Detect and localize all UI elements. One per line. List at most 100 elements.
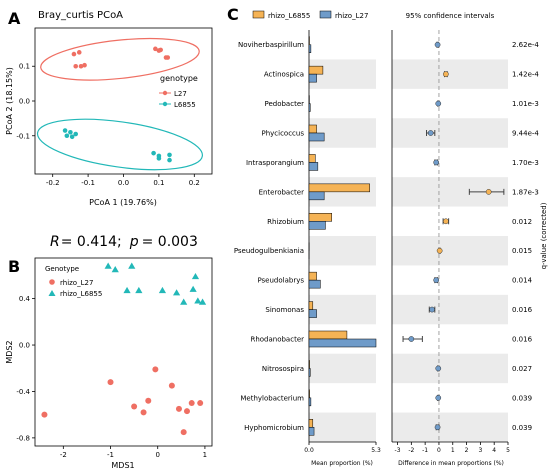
right-xlabel: Difference in mean proportions (%) — [398, 460, 504, 467]
qvalue: 0.014 — [512, 277, 533, 285]
taxon-label: Noviherbaspirillum — [238, 41, 304, 49]
right-xtick-label: 0 — [437, 447, 441, 454]
taxon-label: Intrasporangium — [246, 159, 304, 167]
bar-rhizo-l27 — [308, 338, 377, 348]
panel-b-ytick-label: -0.4 — [16, 388, 30, 396]
panel-b-frame — [34, 257, 213, 447]
panel-b-point-triangle — [128, 262, 136, 269]
panel-b-point-circle — [107, 379, 114, 386]
bar-rhizo-l6855 — [308, 301, 314, 310]
bar-rhizo-l27 — [308, 279, 321, 289]
bar-rhizo-l6855 — [308, 65, 324, 75]
legend-c-l27-swatch — [319, 10, 332, 19]
panel-c-rows: Noviherbaspirillum 2.62e-4 Actinospica 1.42… — [234, 36, 539, 436]
panel-a-point-l6855 — [64, 133, 70, 139]
panel-b-legend-title: Genotype — [45, 265, 79, 273]
difference-point — [427, 130, 434, 136]
bar-rhizo-l27 — [308, 44, 312, 53]
legend-l6855-marker — [162, 101, 168, 107]
row-band-left — [309, 236, 376, 266]
panel-b-point-triangle — [158, 286, 167, 294]
qvalue-label: q-value (corrected) — [540, 202, 548, 269]
bar-rhizo-l6855 — [308, 271, 317, 281]
bar-rhizo-l6855 — [308, 419, 314, 428]
panel-a-frame — [34, 27, 213, 175]
legend-rhizo-l6855-label: rhizo_L6855 — [60, 290, 102, 298]
panel-a-points — [62, 46, 172, 163]
panel-letter-c: C — [227, 5, 239, 24]
taxon-label: Hyphomicrobium — [244, 424, 304, 432]
panel-a-ytick-label: 0.0 — [19, 98, 30, 106]
panel-a-legend-title: genotype — [160, 74, 198, 83]
panel-b-legend: Genotype rhizo_L27 rhizo_L6855 — [45, 265, 102, 298]
panel-a-ellipse-l6855 — [36, 118, 204, 171]
legend-l27-label: L27 — [174, 90, 187, 98]
row-band-right — [392, 236, 508, 266]
taxon-label: Pseudogulbenkiania — [234, 247, 304, 255]
difference-point — [429, 306, 435, 313]
panel-a-point-l27 — [158, 47, 163, 53]
panel-b-xtick-label: 1 — [203, 451, 207, 459]
bar-rhizo-l6855 — [308, 154, 316, 163]
row-band-right — [392, 353, 508, 384]
panel-b-xtick-label: -1 — [107, 451, 114, 459]
panel-letter-b: B — [8, 257, 20, 276]
taxon-label: Rhodanobacter — [250, 336, 304, 344]
panel-b-ytick-label: 0.0 — [19, 342, 30, 350]
qvalue: 1.42e-4 — [512, 71, 539, 79]
right-xtick-label: 5 — [506, 447, 510, 454]
legend-l27-marker — [162, 90, 168, 96]
panel-b-points — [41, 262, 207, 436]
difference-point — [443, 71, 449, 77]
panel-a-ellipses — [36, 37, 204, 171]
bar-rhizo-l27 — [308, 73, 317, 83]
panel-c-legend: rhizo_L6855 rhizo_L27 — [252, 10, 368, 20]
bar-rhizo-l27 — [308, 132, 325, 142]
panel-b-point-circle — [188, 400, 195, 407]
panel-b-point-circle — [41, 411, 48, 418]
legend-rhizo-l6855-marker — [48, 290, 56, 296]
qvalue: 1.01e-3 — [512, 100, 539, 108]
panel-b-point-circle — [145, 397, 152, 404]
qvalue: 0.027 — [512, 365, 532, 373]
panel-a-point-l6855 — [73, 131, 79, 137]
panel-a-point-l27 — [78, 63, 84, 69]
panel-b-point-circle — [180, 429, 187, 436]
difference-point — [433, 277, 440, 283]
row-band-left — [309, 353, 376, 384]
panel-a-point-l6855 — [69, 134, 75, 140]
panel-a-point-l6855 — [68, 129, 73, 135]
difference-point — [435, 365, 442, 372]
bar-rhizo-l6855 — [308, 389, 310, 399]
panel-b-xtick-label: -2 — [60, 451, 67, 459]
panel-b: B MDS1 MDS2 -2 -1 0 1 -0.8 -0.4 0.0 0.4 Genotyp… — [5, 257, 213, 470]
panel-b-point-triangle — [198, 298, 207, 305]
bar-rhizo-l27 — [308, 368, 311, 377]
bar-rhizo-l6855 — [308, 124, 317, 134]
panel-a-xtick-label: 0.0 — [118, 179, 129, 187]
panel-b-ytick-label: -0.8 — [16, 434, 30, 442]
panel-a-point-l27 — [153, 46, 158, 52]
panel-b-xtick-label: 0 — [155, 451, 159, 459]
ci-title: 95% confidence intervals — [406, 12, 495, 20]
legend-c-l6855-label: rhizo_L6855 — [268, 12, 310, 20]
panel-b-point-triangle — [173, 289, 181, 296]
qvalue: 0.039 — [512, 424, 532, 432]
panel-a-legend: genotype L27 L6855 — [159, 74, 198, 109]
panel-a-ticks: -0.2 -0.1 0.0 0.1 0.2 -0.1 0.0 0.1 — [16, 63, 200, 187]
taxon-label: Enterobacter — [259, 188, 305, 196]
legend-l6855-label: L6855 — [174, 101, 196, 109]
row-band-left — [309, 294, 376, 325]
panel-a-xtick-label: 0.1 — [153, 179, 164, 187]
panel-b-point-circle — [197, 400, 204, 407]
row-band-left — [309, 412, 376, 442]
qvalue: 0.016 — [512, 306, 533, 314]
left-xtick-label: 0.0 — [304, 447, 314, 454]
taxon-label: Pedobacter — [264, 100, 304, 108]
bar-rhizo-l27 — [308, 221, 326, 230]
qvalue: 9.44e-4 — [512, 130, 539, 138]
qvalue: 0.012 — [512, 218, 532, 226]
bar-rhizo-l6855 — [308, 213, 333, 222]
panel-c-bands — [309, 30, 508, 442]
